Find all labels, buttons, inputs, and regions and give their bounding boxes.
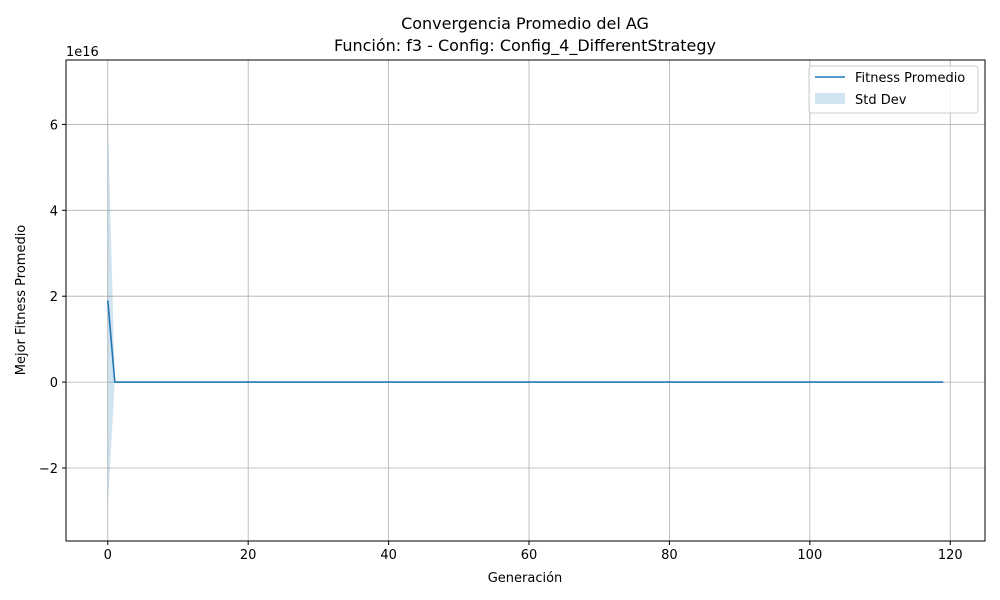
x-tick-label: 120 [938, 548, 963, 563]
chart-title: Convergencia Promedio del AG [401, 14, 649, 33]
gridlines [66, 60, 985, 541]
x-tick-label: 100 [797, 548, 822, 563]
y-tick-label: 2 [50, 290, 58, 305]
x-axis-ticks: 0 20 40 60 80 100 120 [104, 541, 963, 563]
fitness-promedio-line [106, 300, 944, 383]
std-dev-band-layer [107, 111, 944, 507]
x-tick-label: 20 [240, 548, 257, 563]
x-tick-label: 60 [521, 548, 538, 563]
legend-label-stddev: Std Dev [855, 93, 907, 108]
fitness-line-layer [106, 300, 944, 383]
legend-band-swatch [815, 93, 845, 104]
x-tick-label: 0 [104, 548, 112, 563]
y-tick-label: 6 [50, 118, 58, 133]
y-axis-label: Mejor Fitness Promedio [14, 225, 29, 376]
legend: Fitness Promedio Std Dev [808, 65, 979, 114]
chart-subtitle: Función: f3 - Config: Config_4_Different… [334, 36, 716, 56]
plot-frame [65, 59, 986, 542]
y-tick-label: −2 [39, 462, 58, 477]
x-tick-label: 80 [661, 548, 678, 563]
x-axis-label: Generación [488, 571, 563, 586]
legend-box [808, 65, 979, 114]
x-tick-label: 40 [380, 548, 397, 563]
y-tick-label: 0 [50, 376, 58, 391]
y-tick-label: 4 [50, 204, 58, 219]
legend-label-fitness: Fitness Promedio [855, 71, 965, 86]
y-axis-ticks: −2 0 2 4 6 [39, 118, 66, 477]
std-dev-band [107, 111, 944, 507]
y-offset-label: 1e16 [66, 45, 99, 60]
